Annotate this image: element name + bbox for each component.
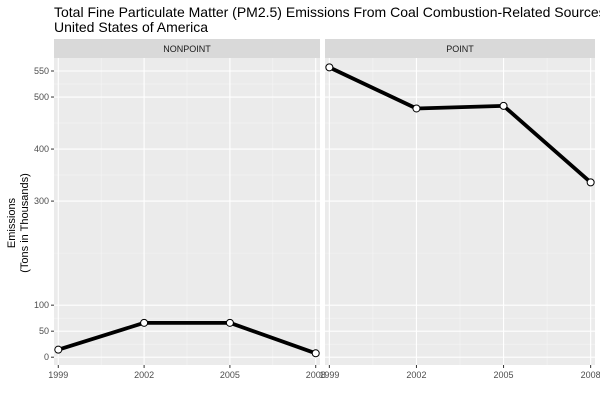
x-tick-label: 2008	[581, 370, 600, 380]
y-axis-subtitle: (Tons in Thousands)	[19, 173, 31, 272]
data-point	[311, 349, 320, 358]
y-tick-label: 300	[34, 196, 49, 206]
data-point	[54, 345, 63, 354]
data-point	[140, 318, 149, 327]
chart-title-block: Total Fine Particulate Matter (PM2.5) Em…	[54, 5, 600, 35]
facet-strip	[325, 39, 595, 58]
x-tick-label: 2005	[494, 370, 514, 380]
y-tick-label: 400	[34, 144, 49, 154]
data-point	[412, 104, 421, 113]
facet-strip	[54, 39, 320, 58]
x-tick-label: 2008	[306, 370, 326, 380]
x-tick-label: 2002	[406, 370, 426, 380]
chart-title: Total Fine Particulate Matter (PM2.5) Em…	[54, 4, 600, 20]
x-tick-label: 2002	[134, 370, 154, 380]
x-tick-label: 1999	[48, 370, 68, 380]
x-tick-label: 1999	[319, 370, 339, 380]
y-axis-title: Emissions	[6, 197, 18, 248]
data-point	[586, 178, 595, 187]
y-tick-label: 50	[39, 326, 49, 336]
data-point	[225, 318, 234, 327]
x-tick-label: 2005	[220, 370, 240, 380]
y-tick-label: 0	[44, 352, 49, 362]
y-tick-label: 550	[34, 66, 49, 76]
data-point	[499, 101, 508, 110]
facet-strip-label: POINT	[446, 44, 474, 54]
data-point	[325, 63, 334, 72]
facet-strip-label: NONPOINT	[163, 44, 211, 54]
series-line-point	[327, 65, 593, 185]
y-tick-label: 500	[34, 92, 49, 102]
chart-subtitle: United States of America	[54, 19, 209, 35]
series-line-nonpoint	[56, 320, 318, 356]
y-tick-label: 100	[34, 300, 49, 310]
